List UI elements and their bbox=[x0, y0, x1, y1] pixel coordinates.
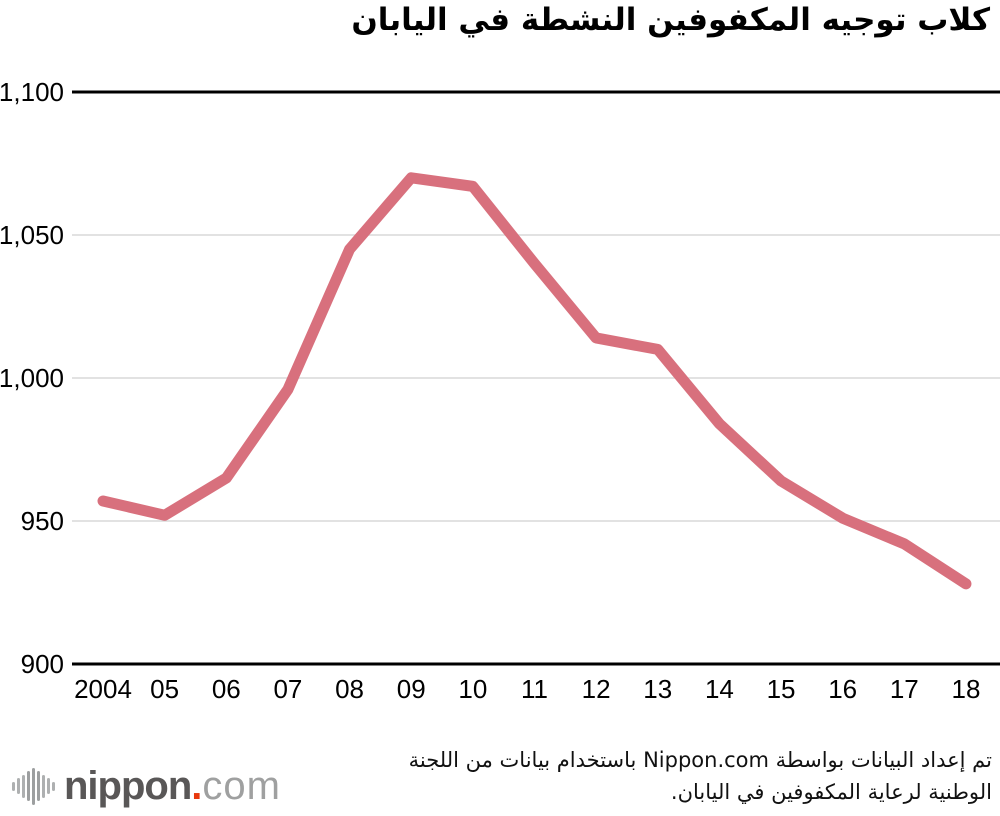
x-tick-label: 07 bbox=[273, 674, 302, 704]
x-tick-label: 2004 bbox=[74, 674, 132, 704]
y-tick-label: 1,100 bbox=[0, 80, 64, 107]
line-chart-canvas: 1,100 1,050 1,000 950 900 2004 05 06 07 08 09 10 11 1… bbox=[0, 80, 1000, 704]
source-caption: تم إعداد البيانات بواسطة Nippon.com باست… bbox=[409, 744, 992, 808]
y-tick-label: 950 bbox=[21, 506, 64, 536]
y-tick-label: 900 bbox=[21, 649, 64, 679]
x-tick-label: 14 bbox=[705, 674, 734, 704]
logo-tld: com bbox=[202, 764, 281, 808]
soundwave-icon bbox=[12, 766, 55, 806]
x-tick-label: 06 bbox=[212, 674, 241, 704]
x-tick-label: 15 bbox=[767, 674, 796, 704]
y-tick-label: 1,000 bbox=[0, 363, 64, 393]
logo-dot: . bbox=[191, 764, 203, 808]
x-tick-label: 18 bbox=[951, 674, 980, 704]
x-tick-label: 11 bbox=[521, 674, 548, 704]
logo-brand: nippon bbox=[64, 764, 192, 808]
x-tick-label: 05 bbox=[150, 674, 179, 704]
nippon-logo-text: nippon.com bbox=[64, 766, 281, 806]
x-tick-label: 12 bbox=[582, 674, 611, 704]
nippon-logo: nippon.com bbox=[12, 766, 281, 806]
data-line bbox=[97, 172, 972, 590]
x-tick-label: 09 bbox=[397, 674, 426, 704]
x-tick-label: 17 bbox=[890, 674, 919, 704]
y-tick-label: 1,050 bbox=[0, 220, 64, 250]
x-tick-label: 13 bbox=[643, 674, 672, 704]
source-caption-line2: الوطنية لرعاية المكفوفين في اليابان. bbox=[670, 780, 992, 804]
chart-title: كلاب توجيه المكفوفين النشطة في اليابان bbox=[351, 2, 990, 38]
source-caption-line1: تم إعداد البيانات بواسطة Nippon.com باست… bbox=[408, 748, 992, 772]
x-tick-label: 16 bbox=[828, 674, 857, 704]
x-tick-label: 08 bbox=[335, 674, 364, 704]
x-tick-label: 10 bbox=[458, 674, 487, 704]
